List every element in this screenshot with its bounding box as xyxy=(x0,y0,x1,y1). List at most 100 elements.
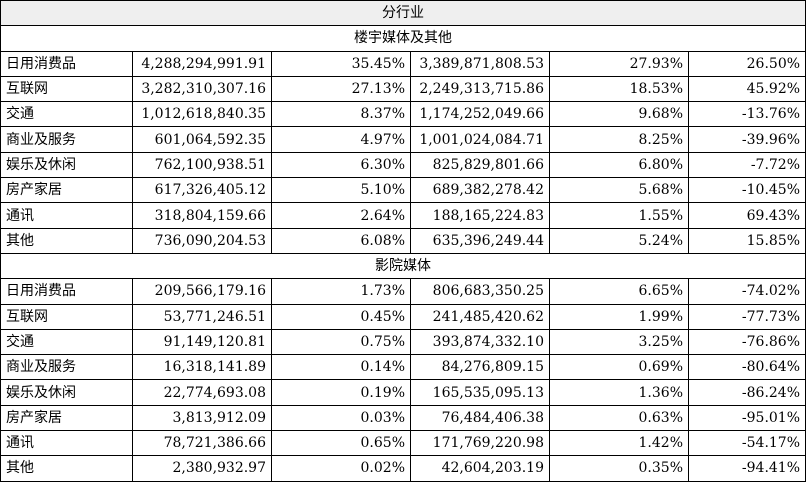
current-amount-cell: 78,721,386.66 xyxy=(132,430,272,457)
current-ratio-cell: 6.08% xyxy=(271,227,411,254)
current-amount-cell: 1,012,618,840.35 xyxy=(132,101,272,128)
table-row: 互联网 3,282,310,307.16 27.13% 2,249,313,715.8… xyxy=(0,75,806,103)
table-row: 通讯 78,721,386.66 0.65% 171,769,220.98 1.42% -… xyxy=(0,430,806,457)
prior-ratio-cell: 8.25% xyxy=(549,126,689,153)
prior-ratio-cell: 5.68% xyxy=(549,177,689,204)
category-cell: 通讯 xyxy=(0,430,133,457)
change-cell: -95.01% xyxy=(687,404,806,432)
prior-ratio-cell: 1.55% xyxy=(549,202,689,229)
current-ratio-cell: 0.75% xyxy=(271,328,411,356)
prior-ratio-cell: 0.69% xyxy=(549,354,689,381)
prior-ratio-cell: 18.53% xyxy=(549,75,689,103)
change-cell: -74.02% xyxy=(687,278,806,305)
category-cell: 互联网 xyxy=(0,303,133,330)
change-cell: -7.72% xyxy=(687,151,806,179)
change-cell: 45.92% xyxy=(687,75,806,103)
category-cell: 其他 xyxy=(0,455,133,482)
prior-amount-cell: 2,249,313,715.86 xyxy=(410,75,550,103)
current-amount-cell: 736,090,204.53 xyxy=(132,227,272,254)
prior-ratio-cell: 5.24% xyxy=(549,227,689,254)
prior-ratio-cell: 1.42% xyxy=(549,430,689,457)
prior-amount-cell: 635,396,249.44 xyxy=(410,227,550,254)
table-row: 日用消费品 4,288,294,991.91 35.45% 3,389,871,808… xyxy=(0,50,806,77)
current-amount-cell: 762,100,938.51 xyxy=(132,151,272,179)
current-amount-cell: 91,149,120.81 xyxy=(132,328,272,356)
category-cell: 房产家居 xyxy=(0,177,133,204)
current-ratio-cell: 0.03% xyxy=(271,404,411,432)
change-cell: 69.43% xyxy=(687,202,806,229)
prior-amount-cell: 42,604,203.19 xyxy=(410,455,550,482)
table-row: 交通 91,149,120.81 0.75% 393,874,332.10 3.25% -… xyxy=(0,328,806,356)
change-cell: -10.45% xyxy=(687,177,806,204)
prior-amount-cell: 1,174,252,049.66 xyxy=(410,101,550,128)
category-cell: 日用消费品 xyxy=(0,50,133,77)
table-row: 交通 1,012,618,840.35 8.37% 1,174,252,049.66 9… xyxy=(0,101,806,128)
current-ratio-cell: 4.97% xyxy=(271,126,411,153)
prior-amount-cell: 84,276,809.15 xyxy=(410,354,550,381)
current-amount-cell: 22,774,693.08 xyxy=(132,379,272,406)
section-title: 楼宇媒体及其他 xyxy=(0,25,806,52)
prior-ratio-cell: 1.99% xyxy=(549,303,689,330)
industry-table: 分行业 楼宇媒体及其他 日用消费品 4,288,294,991.91 35.45% 3,… xyxy=(0,0,806,482)
table-header: 分行业 xyxy=(0,0,806,27)
change-cell: -76.86% xyxy=(687,328,806,356)
change-cell: -54.17% xyxy=(687,430,806,457)
current-amount-cell: 16,318,141.89 xyxy=(132,354,272,381)
current-amount-cell: 318,804,159.66 xyxy=(132,202,272,229)
table-row: 娱乐及休闲 762,100,938.51 6.30% 825,829,801.66 6.… xyxy=(0,151,806,179)
category-cell: 商业及服务 xyxy=(0,354,133,381)
current-ratio-cell: 5.10% xyxy=(271,177,411,204)
category-cell: 其他 xyxy=(0,227,133,254)
change-cell: -80.64% xyxy=(687,354,806,381)
category-cell: 日用消费品 xyxy=(0,278,133,305)
current-ratio-cell: 0.65% xyxy=(271,430,411,457)
current-amount-cell: 4,288,294,991.91 xyxy=(132,50,272,77)
current-amount-cell: 3,813,912.09 xyxy=(132,404,272,432)
category-cell: 娱乐及休闲 xyxy=(0,151,133,179)
category-cell: 交通 xyxy=(0,101,133,128)
current-ratio-cell: 0.14% xyxy=(271,354,411,381)
current-amount-cell: 2,380,932.97 xyxy=(132,455,272,482)
change-cell: -94.41% xyxy=(687,455,806,482)
current-ratio-cell: 0.02% xyxy=(271,455,411,482)
category-cell: 商业及服务 xyxy=(0,126,133,153)
change-cell: -86.24% xyxy=(687,379,806,406)
current-amount-cell: 617,326,405.12 xyxy=(132,177,272,204)
table-row: 互联网 53,771,246.51 0.45% 241,485,420.62 1.99%… xyxy=(0,303,806,330)
prior-ratio-cell: 6.80% xyxy=(549,151,689,179)
prior-ratio-cell: 9.68% xyxy=(549,101,689,128)
current-amount-cell: 601,064,592.35 xyxy=(132,126,272,153)
current-ratio-cell: 27.13% xyxy=(271,75,411,103)
prior-ratio-cell: 0.63% xyxy=(549,404,689,432)
current-ratio-cell: 0.19% xyxy=(271,379,411,406)
current-ratio-cell: 8.37% xyxy=(271,101,411,128)
table-row: 通讯 318,804,159.66 2.64% 188,165,224.83 1.55%… xyxy=(0,202,806,229)
prior-amount-cell: 76,484,406.38 xyxy=(410,404,550,432)
table-row: 商业及服务 16,318,141.89 0.14% 84,276,809.15 0.69… xyxy=(0,354,806,381)
section-row: 楼宇媒体及其他 xyxy=(0,25,806,52)
table-row: 其他 736,090,204.53 6.08% 635,396,249.44 5.24%… xyxy=(0,227,806,254)
current-amount-cell: 53,771,246.51 xyxy=(132,303,272,330)
current-ratio-cell: 6.30% xyxy=(271,151,411,179)
header-row: 分行业 xyxy=(0,0,806,27)
current-ratio-cell: 2.64% xyxy=(271,202,411,229)
section-row: 影院媒体 xyxy=(0,252,806,280)
prior-amount-cell: 171,769,220.98 xyxy=(410,430,550,457)
prior-ratio-cell: 0.35% xyxy=(549,455,689,482)
table-row: 日用消费品 209,566,179.16 1.73% 806,683,350.25 6.… xyxy=(0,278,806,305)
change-cell: -39.96% xyxy=(687,126,806,153)
change-cell: 15.85% xyxy=(687,227,806,254)
table-row: 房产家居 3,813,912.09 0.03% 76,484,406.38 0.63% -… xyxy=(0,404,806,432)
category-cell: 娱乐及休闲 xyxy=(0,379,133,406)
prior-ratio-cell: 3.25% xyxy=(549,328,689,356)
change-cell: 26.50% xyxy=(687,50,806,77)
current-amount-cell: 3,282,310,307.16 xyxy=(132,75,272,103)
prior-amount-cell: 393,874,332.10 xyxy=(410,328,550,356)
table-row: 娱乐及休闲 22,774,693.08 0.19% 165,535,095.13 1.3… xyxy=(0,379,806,406)
table-row: 商业及服务 601,064,592.35 4.97% 1,001,024,084.71… xyxy=(0,126,806,153)
category-cell: 房产家居 xyxy=(0,404,133,432)
prior-ratio-cell: 1.36% xyxy=(549,379,689,406)
table-row: 房产家居 617,326,405.12 5.10% 689,382,278.42 5.6… xyxy=(0,177,806,204)
category-cell: 互联网 xyxy=(0,75,133,103)
prior-amount-cell: 1,001,024,084.71 xyxy=(410,126,550,153)
